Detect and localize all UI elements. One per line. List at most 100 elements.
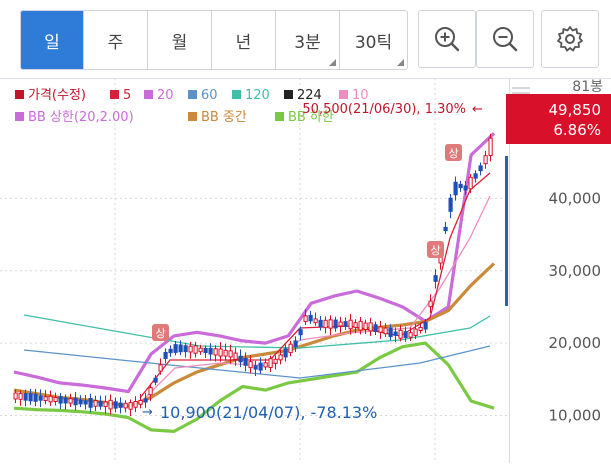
period-tab-day[interactable]: 일 bbox=[21, 11, 84, 69]
price-axis: 81봉 49,850 6.86% 40,000 30,000 20,000 10,00… bbox=[506, 79, 611, 424]
candle-body bbox=[263, 362, 268, 368]
chart-svg[interactable]: 상 상 상 가격(수정) 5 20 60 120 224 10 B bbox=[0, 78, 611, 463]
limit-up-marker: 상 bbox=[445, 144, 462, 161]
candle-body bbox=[308, 314, 313, 322]
chart-toolbar: 일 주 월 년 3분 30틱 bbox=[0, 0, 611, 78]
zoom-in-icon bbox=[435, 27, 460, 52]
candle-body bbox=[98, 401, 103, 407]
candle-body bbox=[223, 349, 228, 357]
candle-body bbox=[398, 329, 403, 339]
candle-body bbox=[123, 402, 128, 409]
candle-body bbox=[408, 332, 413, 338]
zoom-out-icon bbox=[493, 27, 518, 52]
volume-label: 81봉 bbox=[572, 79, 603, 95]
legend-swatch-ma10 bbox=[339, 90, 348, 99]
candle-body bbox=[213, 348, 218, 356]
period-tab-3min[interactable]: 3분 bbox=[276, 11, 340, 69]
candle-body bbox=[323, 319, 328, 329]
candle-body bbox=[228, 350, 233, 358]
legend-swatch-ma224 bbox=[284, 90, 293, 99]
period-tab-week[interactable]: 주 bbox=[84, 11, 148, 69]
candle-body bbox=[473, 173, 478, 179]
candle-body bbox=[253, 365, 258, 370]
current-price-tag bbox=[506, 94, 611, 144]
legend: 가격(수정) 5 20 60 120 224 10 BB 상한(20,2.00)… bbox=[15, 88, 369, 125]
price-axis-ticks: 40,000 30,000 20,000 10,000 bbox=[549, 189, 602, 424]
candle-body bbox=[488, 137, 493, 156]
candle-body bbox=[478, 165, 483, 172]
candle-body bbox=[78, 399, 83, 405]
candle-body bbox=[318, 319, 323, 328]
candle-body bbox=[283, 348, 288, 358]
candle-body bbox=[238, 355, 243, 363]
candle-body bbox=[118, 402, 123, 408]
candle-body bbox=[428, 300, 433, 308]
bollinger-bands bbox=[13, 132, 496, 433]
candle-body bbox=[243, 357, 248, 366]
candle-body bbox=[278, 354, 283, 361]
settings-button[interactable] bbox=[541, 10, 599, 68]
legend-label-ma10: 10 bbox=[352, 88, 369, 103]
candle-body bbox=[298, 329, 303, 336]
legend-swatch-ma120 bbox=[232, 90, 241, 99]
y-tick-label: 40,000 bbox=[549, 189, 602, 207]
legend-label-ma120: 120 bbox=[245, 88, 270, 103]
candle-body bbox=[248, 361, 253, 369]
ma-series-line bbox=[139, 172, 491, 399]
legend-label-bb-upper: BB 상한(20,2.00) bbox=[28, 110, 134, 125]
candle-body bbox=[103, 401, 108, 408]
candle-body bbox=[333, 319, 338, 329]
svg-text:상: 상 bbox=[430, 244, 440, 257]
candle-body bbox=[258, 362, 263, 371]
legend-swatch-ma60 bbox=[188, 90, 197, 99]
candle-body bbox=[73, 397, 78, 406]
y-tick-label: 20,000 bbox=[549, 334, 602, 352]
zoom-out-button[interactable] bbox=[476, 10, 534, 68]
candle-body bbox=[453, 181, 458, 196]
candle-body bbox=[463, 185, 468, 191]
candle-body bbox=[443, 226, 448, 232]
candle-body bbox=[63, 397, 68, 404]
candle-body bbox=[28, 393, 33, 402]
low-price-annotation: 10,900(21/04/07), -78.13% bbox=[160, 403, 377, 422]
low-arrow-icon: → bbox=[142, 405, 153, 420]
candle-body bbox=[208, 347, 213, 355]
candle-body bbox=[178, 344, 183, 353]
candle-body bbox=[108, 399, 113, 410]
candle-body bbox=[293, 340, 298, 348]
dropdown-corner-icon bbox=[397, 59, 404, 66]
candle-body bbox=[33, 393, 38, 402]
candle-body bbox=[378, 326, 383, 333]
y-tick-label: 10,000 bbox=[549, 406, 602, 424]
bb-series-line bbox=[13, 341, 495, 433]
period-tab-30tick[interactable]: 30틱 bbox=[340, 11, 407, 69]
candle-body bbox=[368, 322, 373, 332]
current-price: 49,850 bbox=[549, 101, 602, 119]
period-tab-year[interactable]: 년 bbox=[212, 11, 276, 69]
candle-body bbox=[348, 319, 353, 330]
stock-chart[interactable]: 상 상 상 가격(수정) 5 20 60 120 224 10 B bbox=[0, 78, 611, 463]
candle-body bbox=[198, 347, 203, 353]
candle-body bbox=[388, 327, 393, 337]
candle-body bbox=[373, 324, 378, 332]
candle-body bbox=[353, 322, 358, 328]
legend-label-bb-lower: BB 하한 bbox=[288, 110, 334, 125]
zoom-in-button[interactable] bbox=[418, 10, 476, 68]
candle-body bbox=[338, 321, 343, 327]
candle-body bbox=[363, 322, 368, 330]
period-tab-month[interactable]: 월 bbox=[148, 11, 212, 69]
candle-body bbox=[273, 358, 278, 364]
candle-body bbox=[113, 401, 118, 409]
candle-body bbox=[18, 393, 23, 400]
candle-body bbox=[38, 395, 43, 401]
candlesticks bbox=[13, 133, 508, 417]
candle-body bbox=[468, 176, 473, 190]
ma-series-line bbox=[23, 314, 491, 349]
candle-body bbox=[188, 345, 193, 353]
candle-body bbox=[313, 318, 318, 324]
legend-swatch-bb-middle bbox=[188, 112, 197, 121]
legend-label-ma5: 5 bbox=[123, 88, 131, 103]
candle-body bbox=[458, 183, 463, 189]
legend-label-bb-middle: BB 중간 bbox=[201, 110, 247, 125]
candle-body bbox=[173, 344, 178, 353]
